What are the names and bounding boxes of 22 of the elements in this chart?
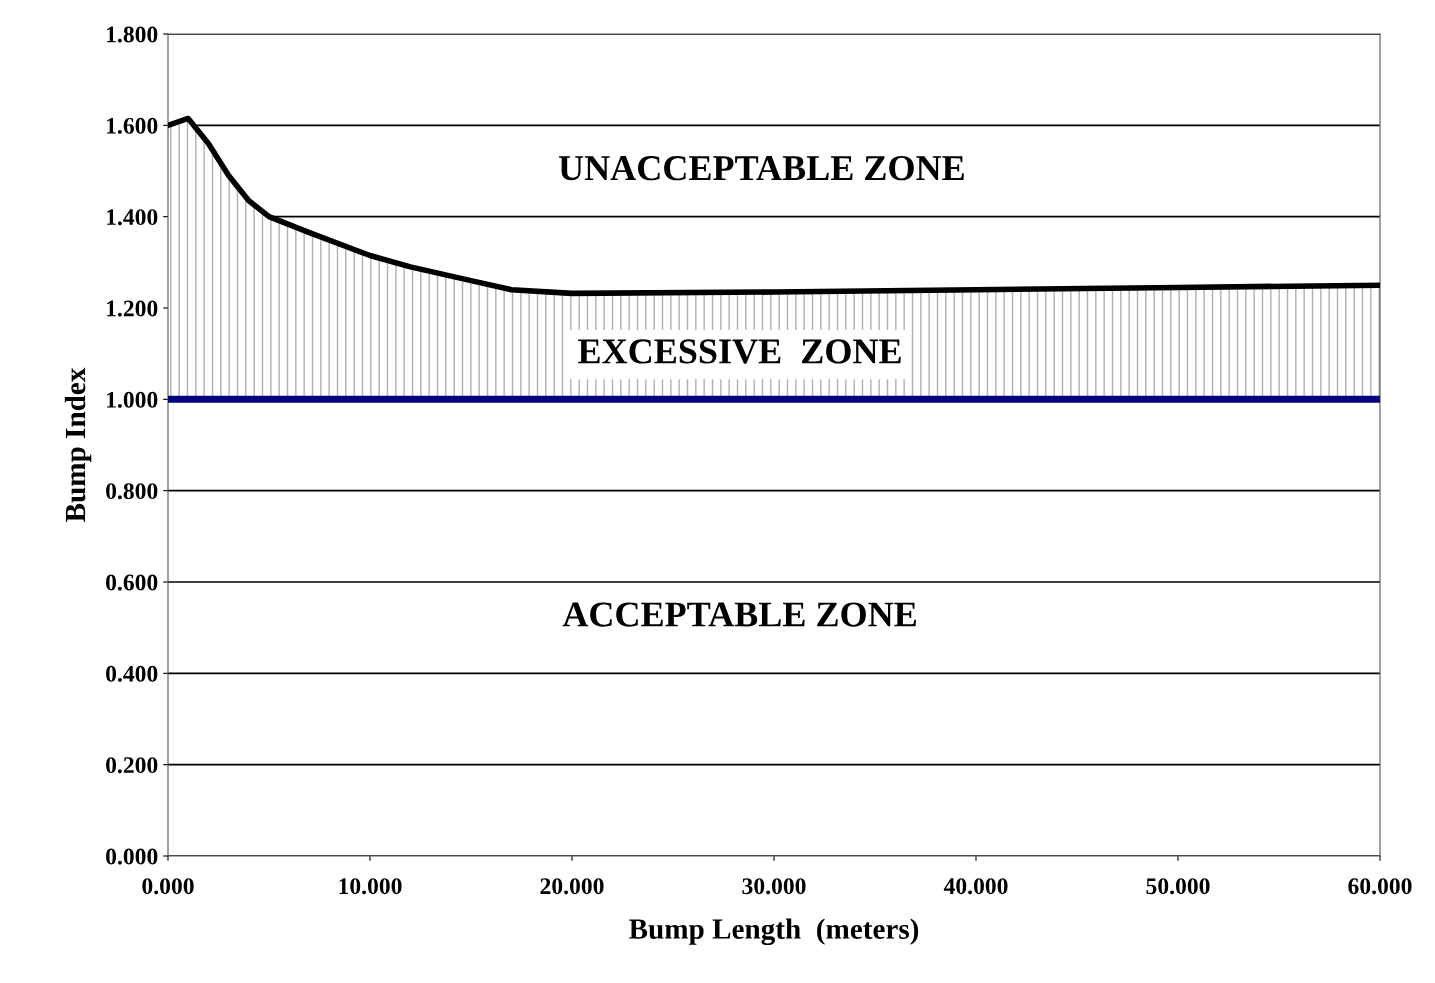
x-tick-label: 50.000 <box>1146 878 1210 895</box>
y-tick-label: 0.400 <box>106 665 158 682</box>
y-tick-label: 0.000 <box>106 848 158 865</box>
y-tick-label: 0.200 <box>106 757 158 774</box>
y-axis-title: Bump Index <box>64 367 92 522</box>
annotation: ACCEPTABLE ZONE <box>562 602 916 627</box>
x-tick-label: 0.000 <box>142 878 194 895</box>
y-tick-label: 1.400 <box>107 209 158 226</box>
annotation: UNACCEPTABLE ZONE <box>558 156 964 181</box>
y-tick-label: 0.600 <box>106 574 158 591</box>
x-tick-label: 10.000 <box>339 878 402 895</box>
y-tick-label: 1.800 <box>107 26 158 43</box>
x-tick-label: 40.000 <box>943 878 1008 895</box>
annotation: EXCESSIVE ZONE <box>578 339 901 364</box>
y-tick-label: 0.800 <box>106 483 158 500</box>
x-axis-title: Bump Length (meters) <box>629 918 919 946</box>
y-tick-label: 1.200 <box>107 300 158 317</box>
x-tick-label: 60.000 <box>1348 878 1412 895</box>
x-tick-label: 30.000 <box>742 878 806 895</box>
y-tick-label: 1.000 <box>107 391 158 408</box>
x-tick-label: 20.000 <box>540 878 604 895</box>
y-tick-label: 1.600 <box>107 117 158 134</box>
